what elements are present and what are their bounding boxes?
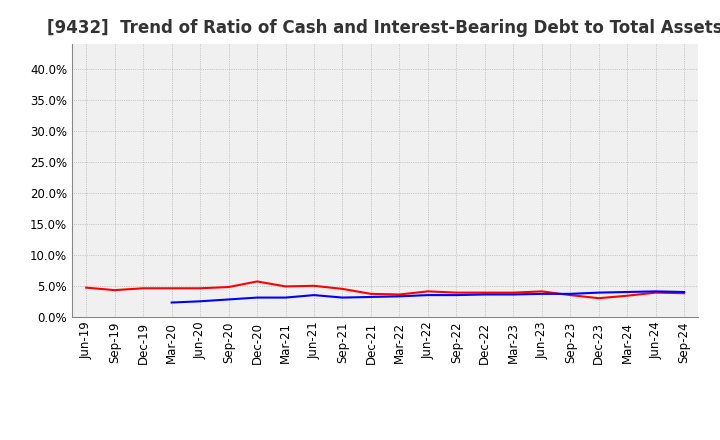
- Cash: [680, 290, 688, 296]
- Interest-Bearing Debt: [509, 292, 518, 297]
- Interest-Bearing Debt: [196, 299, 204, 304]
- Interest-Bearing Debt: [338, 295, 347, 300]
- Cash: [196, 286, 204, 291]
- Cash: [480, 290, 489, 295]
- Cash: [139, 286, 148, 291]
- Interest-Bearing Debt: [282, 295, 290, 300]
- Cash: [509, 290, 518, 295]
- Interest-Bearing Debt: [595, 290, 603, 295]
- Cash: [253, 279, 261, 284]
- Interest-Bearing Debt: [623, 290, 631, 295]
- Cash: [537, 289, 546, 294]
- Cash: [82, 285, 91, 290]
- Cash: [282, 284, 290, 289]
- Cash: [652, 290, 660, 295]
- Interest-Bearing Debt: [167, 300, 176, 305]
- Interest-Bearing Debt: [395, 294, 404, 299]
- Line: Interest-Bearing Debt: Interest-Bearing Debt: [171, 291, 684, 303]
- Cash: [338, 286, 347, 292]
- Line: Cash: Cash: [86, 282, 684, 298]
- Cash: [423, 289, 432, 294]
- Cash: [310, 283, 318, 289]
- Interest-Bearing Debt: [566, 291, 575, 297]
- Cash: [452, 290, 461, 295]
- Interest-Bearing Debt: [225, 297, 233, 302]
- Interest-Bearing Debt: [366, 294, 375, 300]
- Interest-Bearing Debt: [680, 290, 688, 295]
- Interest-Bearing Debt: [253, 295, 261, 300]
- Title: [9432]  Trend of Ratio of Cash and Interest-Bearing Debt to Total Assets: [9432] Trend of Ratio of Cash and Intere…: [48, 19, 720, 37]
- Interest-Bearing Debt: [537, 291, 546, 297]
- Cash: [167, 286, 176, 291]
- Interest-Bearing Debt: [480, 292, 489, 297]
- Interest-Bearing Debt: [310, 293, 318, 298]
- Interest-Bearing Debt: [652, 289, 660, 294]
- Interest-Bearing Debt: [452, 293, 461, 298]
- Cash: [366, 291, 375, 297]
- Cash: [623, 293, 631, 298]
- Cash: [566, 293, 575, 298]
- Cash: [110, 287, 119, 293]
- Cash: [225, 284, 233, 290]
- Cash: [595, 296, 603, 301]
- Cash: [395, 292, 404, 297]
- Interest-Bearing Debt: [423, 293, 432, 298]
